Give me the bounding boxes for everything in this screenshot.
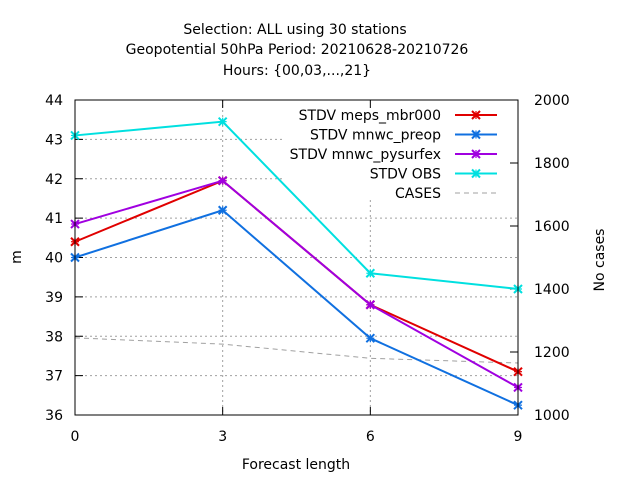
y-tick-label: 42 — [45, 172, 63, 188]
y2-tick-label: 1200 — [534, 345, 570, 361]
series-1-point — [217, 205, 228, 215]
legend-label: CASES — [395, 186, 441, 202]
y-tick-label: 39 — [45, 290, 63, 306]
y-tick-label: 44 — [45, 93, 63, 109]
legend-marker — [471, 110, 481, 120]
series-1-point — [365, 333, 376, 343]
series-2-point — [365, 300, 376, 310]
series-3-point — [217, 116, 228, 127]
series-line-2 — [74, 179, 519, 389]
legend-marker — [471, 149, 481, 159]
series-line-0 — [74, 179, 519, 373]
legend-label: STDV meps_mbr000 — [299, 108, 441, 124]
y2-tick-label: 1400 — [534, 282, 570, 298]
chart-title-line1: Selection: ALL using 30 stations — [183, 22, 406, 38]
grid — [75, 100, 518, 415]
x-tick-label: 3 — [218, 429, 227, 445]
y2-tick-label: 1800 — [534, 156, 570, 172]
y2-tick-label: 2000 — [534, 93, 570, 109]
y-tick-label: 36 — [45, 408, 63, 424]
legend-label: STDV mnwc_pysurfex — [290, 147, 441, 163]
y-tick-label: 37 — [45, 369, 63, 385]
y2-tick-label: 1000 — [534, 408, 570, 424]
chart-title-line3: Hours: {00,03,...,21} — [223, 63, 371, 79]
x-tick-label: 0 — [71, 429, 80, 445]
y-tick-label: 38 — [45, 329, 63, 345]
y-tick-label: 43 — [45, 132, 63, 148]
series-3-point — [365, 268, 376, 278]
x-tick-label: 9 — [514, 429, 523, 445]
plot-frame — [74, 99, 519, 416]
y-axis-label: m — [9, 250, 25, 264]
legend-marker — [471, 168, 481, 179]
y2-tick-label: 1600 — [534, 219, 570, 235]
y-tick-label: 41 — [45, 211, 63, 227]
series-line-3 — [74, 120, 519, 290]
y-tick-label: 40 — [45, 251, 63, 267]
x-tick-label: 6 — [366, 429, 375, 445]
legend-marker — [471, 129, 481, 140]
series-line-4 — [74, 337, 519, 364]
legend: STDV meps_mbr000 STDV mnwc_preop STDV mnwc… — [290, 108, 497, 202]
y2-axis-label: No cases — [592, 229, 608, 292]
series-2-point — [217, 176, 228, 186]
legend-label: STDV mnwc_preop — [310, 128, 441, 144]
chart-title-line2: Geopotential 50hPa Period: 20210628-2021… — [126, 42, 469, 58]
series-line-1 — [74, 209, 519, 407]
legend-label: STDV OBS — [370, 167, 441, 183]
x-axis-label: Forecast length — [242, 457, 350, 473]
